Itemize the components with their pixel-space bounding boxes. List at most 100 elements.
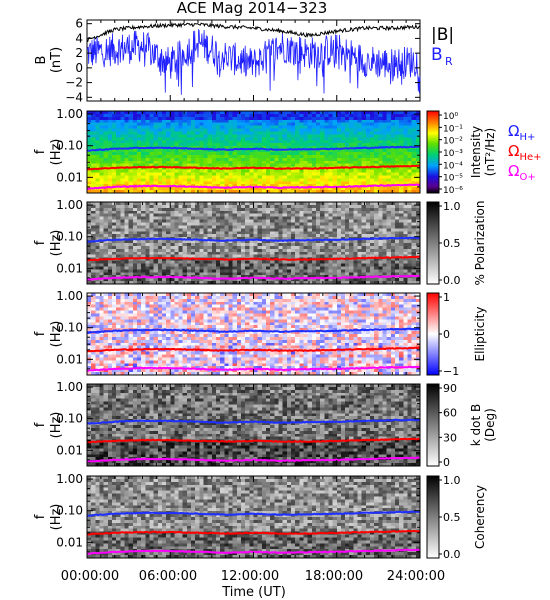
colorbar-label: % Polarization — [473, 201, 487, 286]
gyrofrequency-line-H-plus — [86, 145, 421, 152]
f-y-tick-label: 0.01 — [56, 352, 83, 366]
f-ylabel: f — [33, 149, 48, 154]
f-yunit: (Hz) — [49, 321, 64, 348]
gyro-label-o: ΩO+ — [508, 162, 536, 183]
spectrogram-panel-coherency: 1.00 0.10 0.01 f (Hz) 1.0 0.5 0.0 Coherency — [33, 472, 487, 561]
colorbar-tick-label: 10⁻⁶ — [443, 186, 463, 196]
f-y-tick-label: 0.01 — [56, 170, 83, 184]
x-tick-label: 06:00:00 — [139, 569, 197, 584]
colorbar-label: k dot B — [469, 404, 483, 446]
x-tick-label: 00:00:00 — [61, 569, 119, 584]
f-y-tick-label: 0.01 — [56, 261, 83, 275]
gyrofrequency-line-He-plus — [86, 346, 421, 353]
b-r-series-line — [86, 28, 421, 95]
f-y-tick-label: 1.00 — [56, 472, 83, 486]
f-ylabel: f — [33, 514, 48, 519]
colorbar-tick-label: 0.0 — [443, 274, 461, 287]
f-y-tick-label: 1.00 — [56, 198, 83, 212]
gyrofrequency-line-O-plus — [86, 274, 421, 281]
gyrofrequency-line-H-plus — [86, 418, 421, 425]
legend-b-total: |B| — [431, 25, 454, 45]
gyrofrequency-line-He-plus — [86, 164, 421, 171]
colorbar-label: Intensity — [469, 126, 483, 178]
x-tick-label: 18:00:00 — [305, 569, 363, 584]
colorbar-tick-label: 10⁻⁴ — [443, 161, 463, 171]
colorbar — [426, 292, 440, 376]
heatmap-cells — [87, 293, 421, 376]
colorbar-tick-label: 10⁻³ — [443, 149, 463, 159]
f-y-tick-label: 1.00 — [56, 107, 83, 121]
colorbar-tick-label: 10⁰ — [443, 112, 458, 122]
f-y-tick-label: 0.01 — [56, 535, 83, 549]
colorbar-unit: (nT²/Hz) — [483, 128, 497, 176]
colorbar-tick-label: −1 — [443, 365, 459, 378]
colorbar-tick-label: 10⁻⁵ — [443, 174, 463, 184]
b-series-layer — [86, 21, 421, 95]
colorbar-tick-label: 10⁻¹ — [443, 124, 463, 134]
gyrofrequency-line-He-plus — [86, 255, 421, 262]
colorbar-tick-label: 0 — [443, 456, 450, 469]
b-ylabel: B — [34, 56, 49, 65]
f-y-tick-label: 0.10 — [56, 139, 83, 153]
b-y-tick-label: 6 — [75, 17, 83, 31]
legend-b-r: B — [431, 45, 443, 65]
colorbar-label: Coherency — [473, 485, 487, 549]
colorbar-label: Ellipticity — [473, 307, 487, 362]
colorbar-tick-label: 0.5 — [443, 511, 461, 524]
f-y-tick-label: 0.10 — [56, 504, 83, 518]
colorbar — [426, 110, 440, 194]
f-yunit: (Hz) — [49, 504, 64, 531]
f-yunit: (Hz) — [49, 139, 64, 166]
colorbar — [426, 201, 440, 285]
colorbar-tick-label: 1.0 — [443, 474, 461, 487]
colorbar-tick-label: 60 — [443, 407, 457, 420]
gyrofrequency-line-O-plus — [86, 456, 421, 463]
heatmap-cells — [87, 476, 421, 559]
figure-title: ACE Mag 2014−323 — [177, 0, 328, 17]
b-y-tick-label: 4 — [75, 31, 83, 45]
x-tick-label: 12:00:00 — [221, 569, 279, 584]
spectrogram-panels: 1.000.100.01f (Hz)10⁰10⁻¹10⁻²10⁻³10⁻⁴10⁻⁵… — [33, 107, 497, 561]
f-ylabel: f — [33, 331, 48, 336]
b-total-series-line — [86, 21, 421, 42]
heatmap-cells — [87, 202, 421, 285]
f-y-tick-label: 0.10 — [56, 230, 83, 244]
heatmap-cells — [87, 111, 421, 194]
spectrogram-panel-spectral-intensity: 1.00 0.10 0.01 f (Hz) 10⁰ 10⁻¹ 10⁻² 10⁻³ 10⁻⁴ 10⁻⁵… — [33, 107, 497, 196]
colorbar-tick-label: 1 — [443, 291, 450, 304]
colorbar-tick-label: 90 — [443, 382, 457, 395]
colorbar — [426, 383, 440, 467]
colorbar-tick-label: 10⁻² — [443, 137, 463, 147]
spectrogram-panel-k-dot-B: 1.00 0.10 0.01 f (Hz) 90 60 30 0 k dot B (Deg) — [33, 380, 497, 469]
colorbar-tick-label: 1.0 — [443, 200, 461, 213]
gyrofrequency-line-H-plus — [86, 510, 421, 517]
spectrogram-panel-ellipticity: 1.00 0.10 0.01 f (Hz) 1 0 −1 Ellipticity — [33, 289, 487, 378]
gyro-label-h: ΩH+ — [508, 122, 535, 143]
heatmap-cells — [87, 384, 421, 467]
x-axis-label: Time (UT) — [221, 585, 286, 600]
colorbar-tick-label: 0.0 — [443, 548, 461, 561]
x-axis: 00:00:00 06:00:00 12:00:00 18:00:00 24:0… — [61, 569, 445, 600]
f-y-tick-label: 0.10 — [56, 412, 83, 426]
f-y-tick-label: 1.00 — [56, 289, 83, 303]
x-tick-label: 24:00:00 — [387, 569, 445, 584]
gyrofrequency-line-H-plus — [87, 327, 421, 334]
legend-b-r-subscript: R — [445, 55, 453, 68]
b-y-tick-label: 0 — [75, 61, 83, 75]
gyrofrequency-line-He-plus — [87, 529, 421, 536]
f-yunit: (Hz) — [49, 412, 64, 439]
colorbar-tick-label: 0 — [443, 328, 450, 341]
b-y-tick-label: −2 — [65, 76, 83, 90]
colorbar-unit: (Deg) — [483, 408, 497, 442]
f-y-tick-label: 0.01 — [56, 443, 83, 457]
spectrogram-panel-polarization: 1.00 0.10 0.01 f (Hz) 1.0 0.5 0.0 % Polarization — [33, 198, 487, 287]
f-y-tick-label: 0.10 — [56, 321, 83, 335]
f-ylabel: f — [33, 240, 48, 245]
f-ylabel: f — [33, 422, 48, 427]
colorbar-tick-label: 0.5 — [443, 237, 461, 250]
b-y-tick-label: −4 — [65, 90, 83, 104]
gyrofrequency-line-He-plus — [86, 437, 421, 444]
gyro-labels: ΩH+ ΩHe+ ΩO+ — [508, 122, 542, 183]
